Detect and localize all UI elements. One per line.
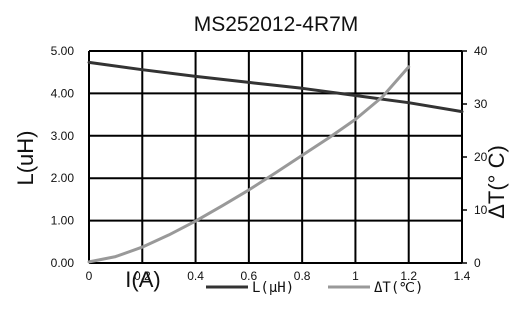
x-tick-label-2: 0.4 [187, 269, 204, 283]
legend-label-inductance: L(μH) [252, 280, 294, 296]
legend-label-temperature-rise: ΔT(℃) [374, 280, 423, 296]
y-right-tick-label-2: 20 [474, 150, 488, 164]
series-layer [87, 60, 464, 264]
y-left-tick-label-0: 0.00 [51, 256, 75, 270]
series-line-inductance [87, 60, 464, 114]
x-tick-label-4: 0.8 [294, 269, 311, 283]
grid [88, 50, 467, 264]
chart-title: MS252012-4R7M [194, 13, 359, 36]
y-left-tick-label-4: 4.00 [51, 86, 75, 100]
y-right-tick-labels: 0 10 20 30 40 [474, 44, 488, 270]
y-left-tick-label-2: 2.00 [51, 171, 75, 185]
y-right-tick-label-3: 30 [474, 97, 488, 111]
x-tick-label-6: 1.2 [400, 269, 417, 283]
x-axis-label: I(A) [125, 267, 160, 292]
y-right-tick-label-4: 40 [474, 44, 488, 58]
x-tick-label-1: 0.2 [134, 269, 151, 283]
y-left-axis-label: L(uH) [13, 130, 38, 185]
x-tick-labels: 0 0.2 0.4 0.6 0.8 1 1.2 1.4 [86, 269, 471, 283]
series-line-temperature-rise [87, 65, 411, 264]
y-left-tick-label-1: 1.00 [51, 214, 75, 228]
x-tick-label-3: 0.6 [241, 269, 258, 283]
x-tick-label-5: 1 [352, 269, 359, 283]
y-right-tick-label-1: 10 [474, 203, 488, 217]
y-right-tick-label-0: 0 [474, 256, 481, 270]
y-right-axis-label: ΔT(° C) [484, 145, 509, 219]
y-left-tick-labels: 0.00 1.00 2.00 3.00 4.00 5.00 [51, 44, 75, 270]
y-left-tick-label-3: 3.00 [51, 129, 75, 143]
y-left-tick-label-5: 5.00 [51, 44, 75, 58]
x-tick-label-7: 1.4 [454, 269, 471, 283]
x-tick-label-0: 0 [86, 269, 93, 283]
